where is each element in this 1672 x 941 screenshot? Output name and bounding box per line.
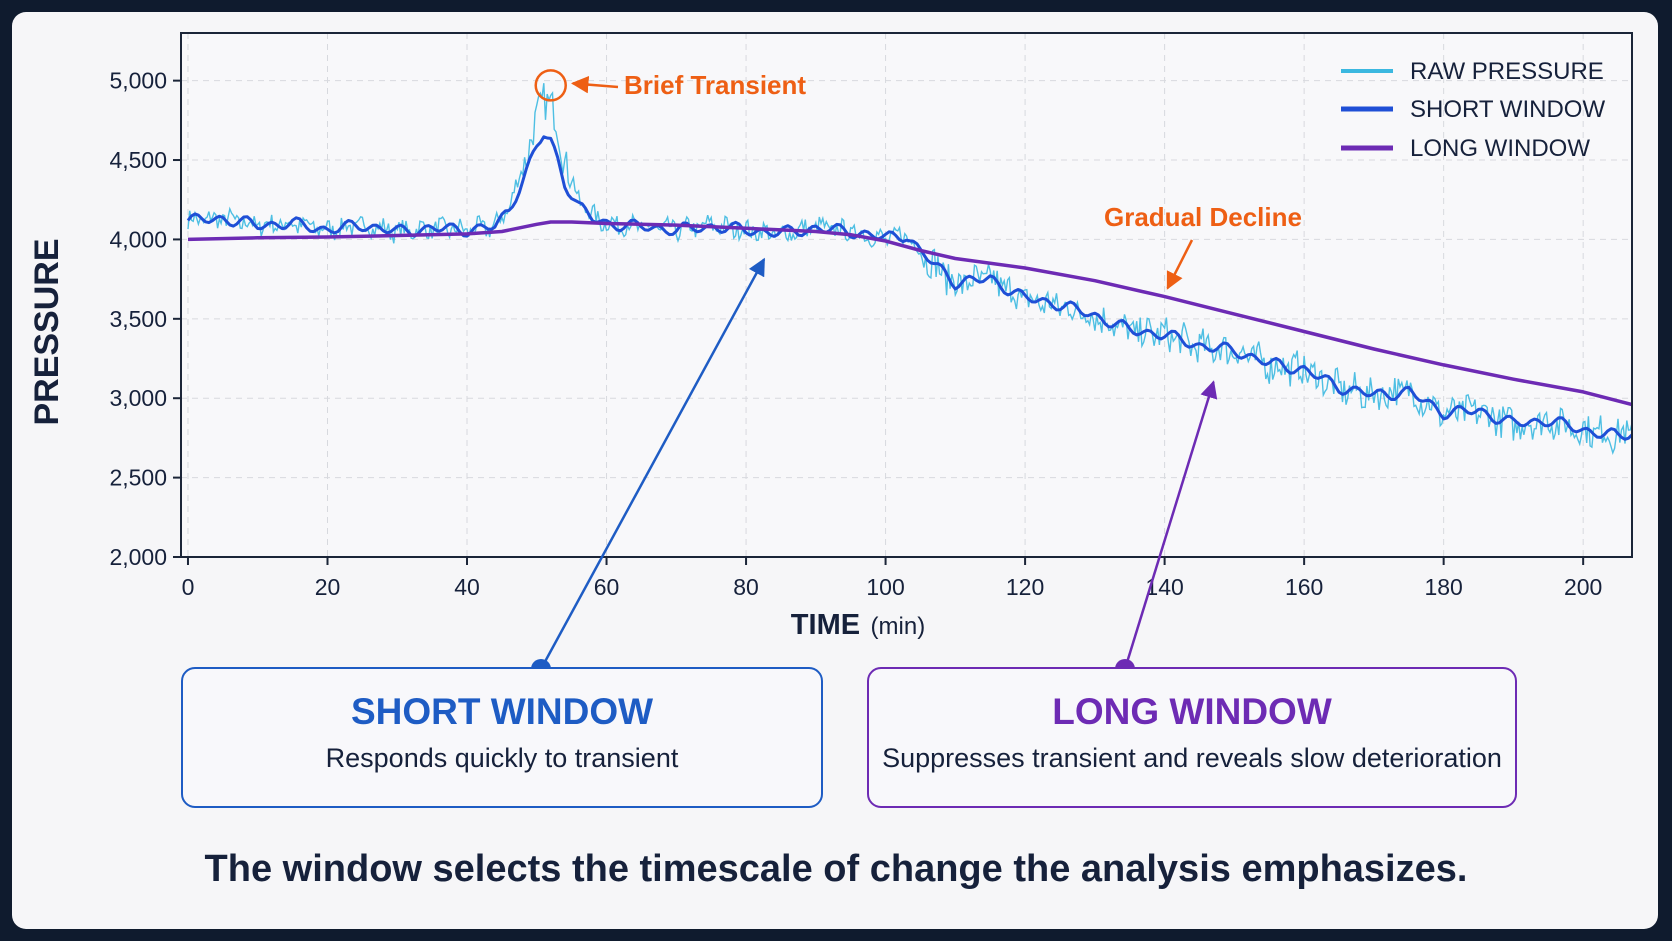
x-tick-label: 120 — [1006, 574, 1044, 600]
x-tick-label: 40 — [454, 574, 480, 600]
long-window-pointer — [1123, 380, 1218, 670]
y-tick-label: 3,500 — [109, 306, 167, 332]
short-window-pointer — [539, 257, 766, 670]
y-tick-label: 5,000 — [109, 68, 167, 94]
short-window-card-subtitle: Responds quickly to transient — [325, 743, 679, 773]
plot-frame — [180, 32, 1633, 558]
long-window-card: LONG WINDOW Suppresses transient and rev… — [867, 667, 1517, 808]
legend-label-long: LONG WINDOW — [1410, 135, 1590, 162]
transient-marker-circle — [534, 69, 567, 102]
x-tick-label: 100 — [866, 574, 904, 600]
transient-arrow — [570, 75, 619, 94]
long-window-card-title: LONG WINDOW — [1052, 691, 1332, 732]
plot-area — [181, 33, 1632, 557]
x-tick-label: 0 — [182, 574, 195, 600]
y-tick-label: 2,000 — [109, 544, 167, 570]
x-axis-label: TIME (min) — [791, 609, 925, 641]
decline-arrow — [1166, 239, 1194, 290]
x-axis-label-main: TIME — [791, 609, 860, 641]
x-tick-label: 20 — [315, 574, 341, 600]
series-short-window — [186, 135, 1632, 441]
x-tick-label: 60 — [594, 574, 620, 600]
y-tick-label: 3,000 — [109, 385, 167, 411]
long-window-card-subtitle: Suppresses transient and reveals slow de… — [882, 743, 1502, 773]
x-tick-label: 200 — [1564, 574, 1602, 600]
y-axis-ticks: 2,000 2,500 3,000 3,500 4,000 4,500 5,000 — [109, 68, 181, 570]
short-window-card-title: SHORT WINDOW — [350, 691, 654, 732]
legend-label-short: SHORT WINDOW — [1410, 96, 1605, 123]
y-tick-label: 4,000 — [109, 226, 167, 252]
x-tick-label: 160 — [1285, 574, 1323, 600]
annotations: Brief Transient Gradual Decline — [531, 69, 1302, 679]
x-axis-ticks: 0 20 40 60 80 100 120 140 160 180 200 — [182, 557, 1602, 600]
annotation-brief-transient: Brief Transient — [624, 70, 806, 100]
legend-label-raw: RAW PRESSURE — [1410, 58, 1604, 85]
legend: RAW PRESSURE SHORT WINDOW LONG WINDOW — [1341, 58, 1605, 162]
y-axis-label: PRESSURE — [28, 238, 66, 425]
series-layer — [186, 83, 1632, 455]
y-tick-label: 2,500 — [109, 465, 167, 491]
short-window-card: SHORT WINDOW Responds quickly to transie… — [181, 667, 823, 808]
series-long-window — [187, 220, 1632, 407]
annotation-gradual-decline: Gradual Decline — [1104, 202, 1302, 232]
x-tick-label: 80 — [733, 574, 759, 600]
x-tick-label: 180 — [1424, 574, 1462, 600]
y-tick-label: 4,500 — [109, 147, 167, 173]
caption: The window selects the timescale of chan… — [204, 848, 1468, 890]
x-axis-label-unit: (min) — [871, 613, 926, 640]
